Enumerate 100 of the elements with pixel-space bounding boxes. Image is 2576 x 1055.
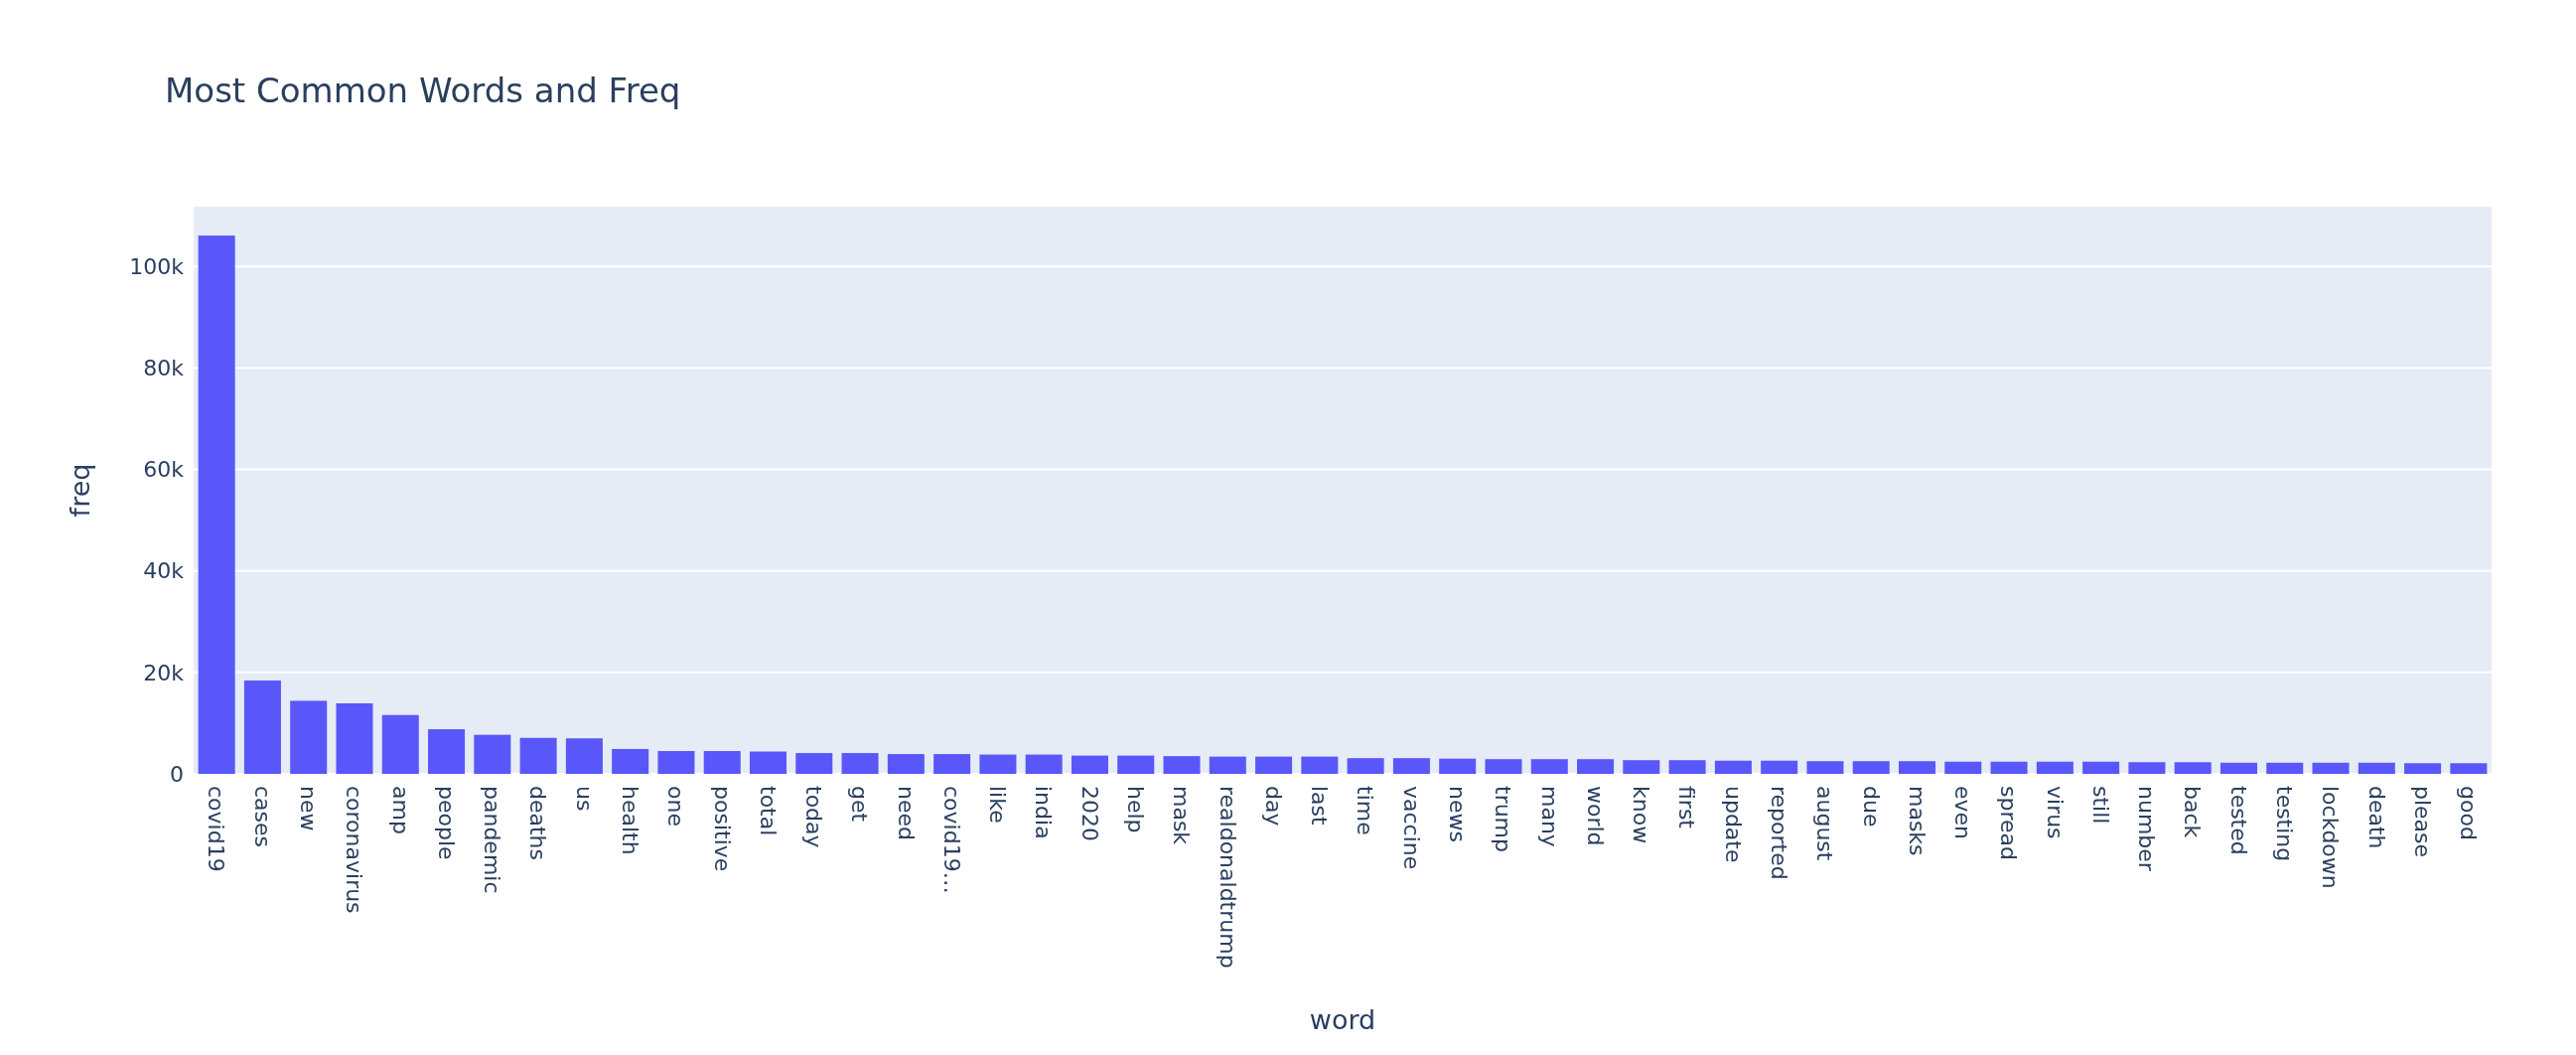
x-tick-label: mask [1169,786,1195,845]
x-tick-label: deaths [525,786,551,861]
x-tick-label: one [663,786,689,827]
y-tick-label: 20k [143,660,185,685]
bar [1347,758,1384,774]
bar [1209,756,1246,774]
bar [1577,759,1615,774]
bar [1852,761,1890,774]
y-tick-label: 80k [143,356,185,381]
x-tick-label: august [1812,786,1838,861]
x-tick-label: please [2409,786,2435,858]
x-tick-label: spread [1996,786,2022,860]
x-tick-label: coronavirus [342,786,367,914]
x-tick-label: positive [709,786,735,872]
y-tick-label: 0 [170,761,184,787]
bar [428,729,466,774]
y-tick-label: 40k [143,558,185,584]
bar [657,751,695,774]
bar [2450,763,2488,774]
bar [1990,761,2028,774]
bar [749,751,787,774]
bar [1761,760,1798,774]
bar [2266,762,2304,774]
x-tick-label: testing [2272,786,2298,862]
bar [1117,755,1155,774]
x-tick-label: realdonaldtrump [1215,786,1240,969]
x-tick-label: reported [1766,786,1791,880]
x-tick-label: need [893,786,919,840]
x-tick-label: back [2180,786,2206,838]
x-tick-label: new [296,786,321,831]
x-tick-label: still [2087,786,2113,825]
bar [290,700,328,774]
bar [612,748,649,774]
x-tick-label: pandemic [480,786,505,894]
bar [381,714,419,774]
bar [2312,762,2350,774]
bar [1025,754,1063,774]
bar [2174,762,2212,774]
bar [2036,761,2074,774]
bar [198,235,235,774]
bar [1623,760,1660,774]
x-tick-label: first [1674,786,1700,829]
x-tick-label: covid19… [938,786,964,894]
bar [1530,759,1568,774]
x-tick-label: health [617,786,643,855]
bar [565,738,603,774]
x-tick-label: lockdown [2318,786,2344,889]
bar [703,751,741,774]
bar [243,680,281,774]
x-tick-label: death [2363,786,2389,849]
x-tick-label: vaccine [1398,786,1424,870]
bar [933,754,971,774]
x-tick-label: india [1031,786,1057,839]
y-tick-label: 60k [143,457,185,483]
bar [1301,756,1339,774]
x-tick-label: covid19 [204,786,229,872]
bar [1898,761,1936,774]
x-tick-label: update [1720,786,1746,863]
x-tick-label: time [1353,786,1378,835]
x-tick-label: know [1629,786,1654,844]
x-tick-label: virus [2042,786,2068,839]
x-tick-label: world [1582,786,1608,846]
x-tick-label: number [2134,786,2160,872]
x-tick-label: like [985,786,1011,824]
bar [1392,758,1430,774]
bar [841,753,879,774]
bar [1485,759,1522,774]
x-tick-label: news [1445,786,1470,842]
x-tick-label: good [2456,786,2482,840]
bar [1071,755,1108,774]
x-tick-label: total [755,786,781,836]
x-tick-label: even [1950,786,1976,840]
bar [1944,761,1982,774]
x-tick-label: amp [387,786,413,834]
y-axis-title: freq [65,463,95,518]
bar [795,753,833,774]
x-tick-label: trump [1491,786,1516,853]
x-tick-label: get [847,786,873,823]
bar [474,734,511,774]
x-tick-label: tested [2225,786,2251,855]
bar [979,754,1017,774]
bar [887,754,925,774]
bar [519,737,557,774]
bar [336,703,373,774]
x-tick-label: today [801,786,827,848]
bar [1806,761,1844,774]
x-tick-label: help [1123,786,1149,833]
x-tick-label: people [433,786,459,860]
x-tick-label: day [1260,786,1286,827]
bar [2358,762,2395,774]
bar [1714,760,1752,774]
x-tick-label: last [1307,786,1333,827]
y-tick-label: 100k [129,253,185,279]
x-tick-label: due [1858,786,1884,828]
bar [2219,762,2257,774]
chart-title: Most Common Words and Freq [165,71,681,110]
x-tick-label: cases [249,786,275,848]
x-axis-title: word [1309,1004,1376,1035]
x-tick-label: 2020 [1076,786,1102,841]
bar [2082,761,2120,774]
